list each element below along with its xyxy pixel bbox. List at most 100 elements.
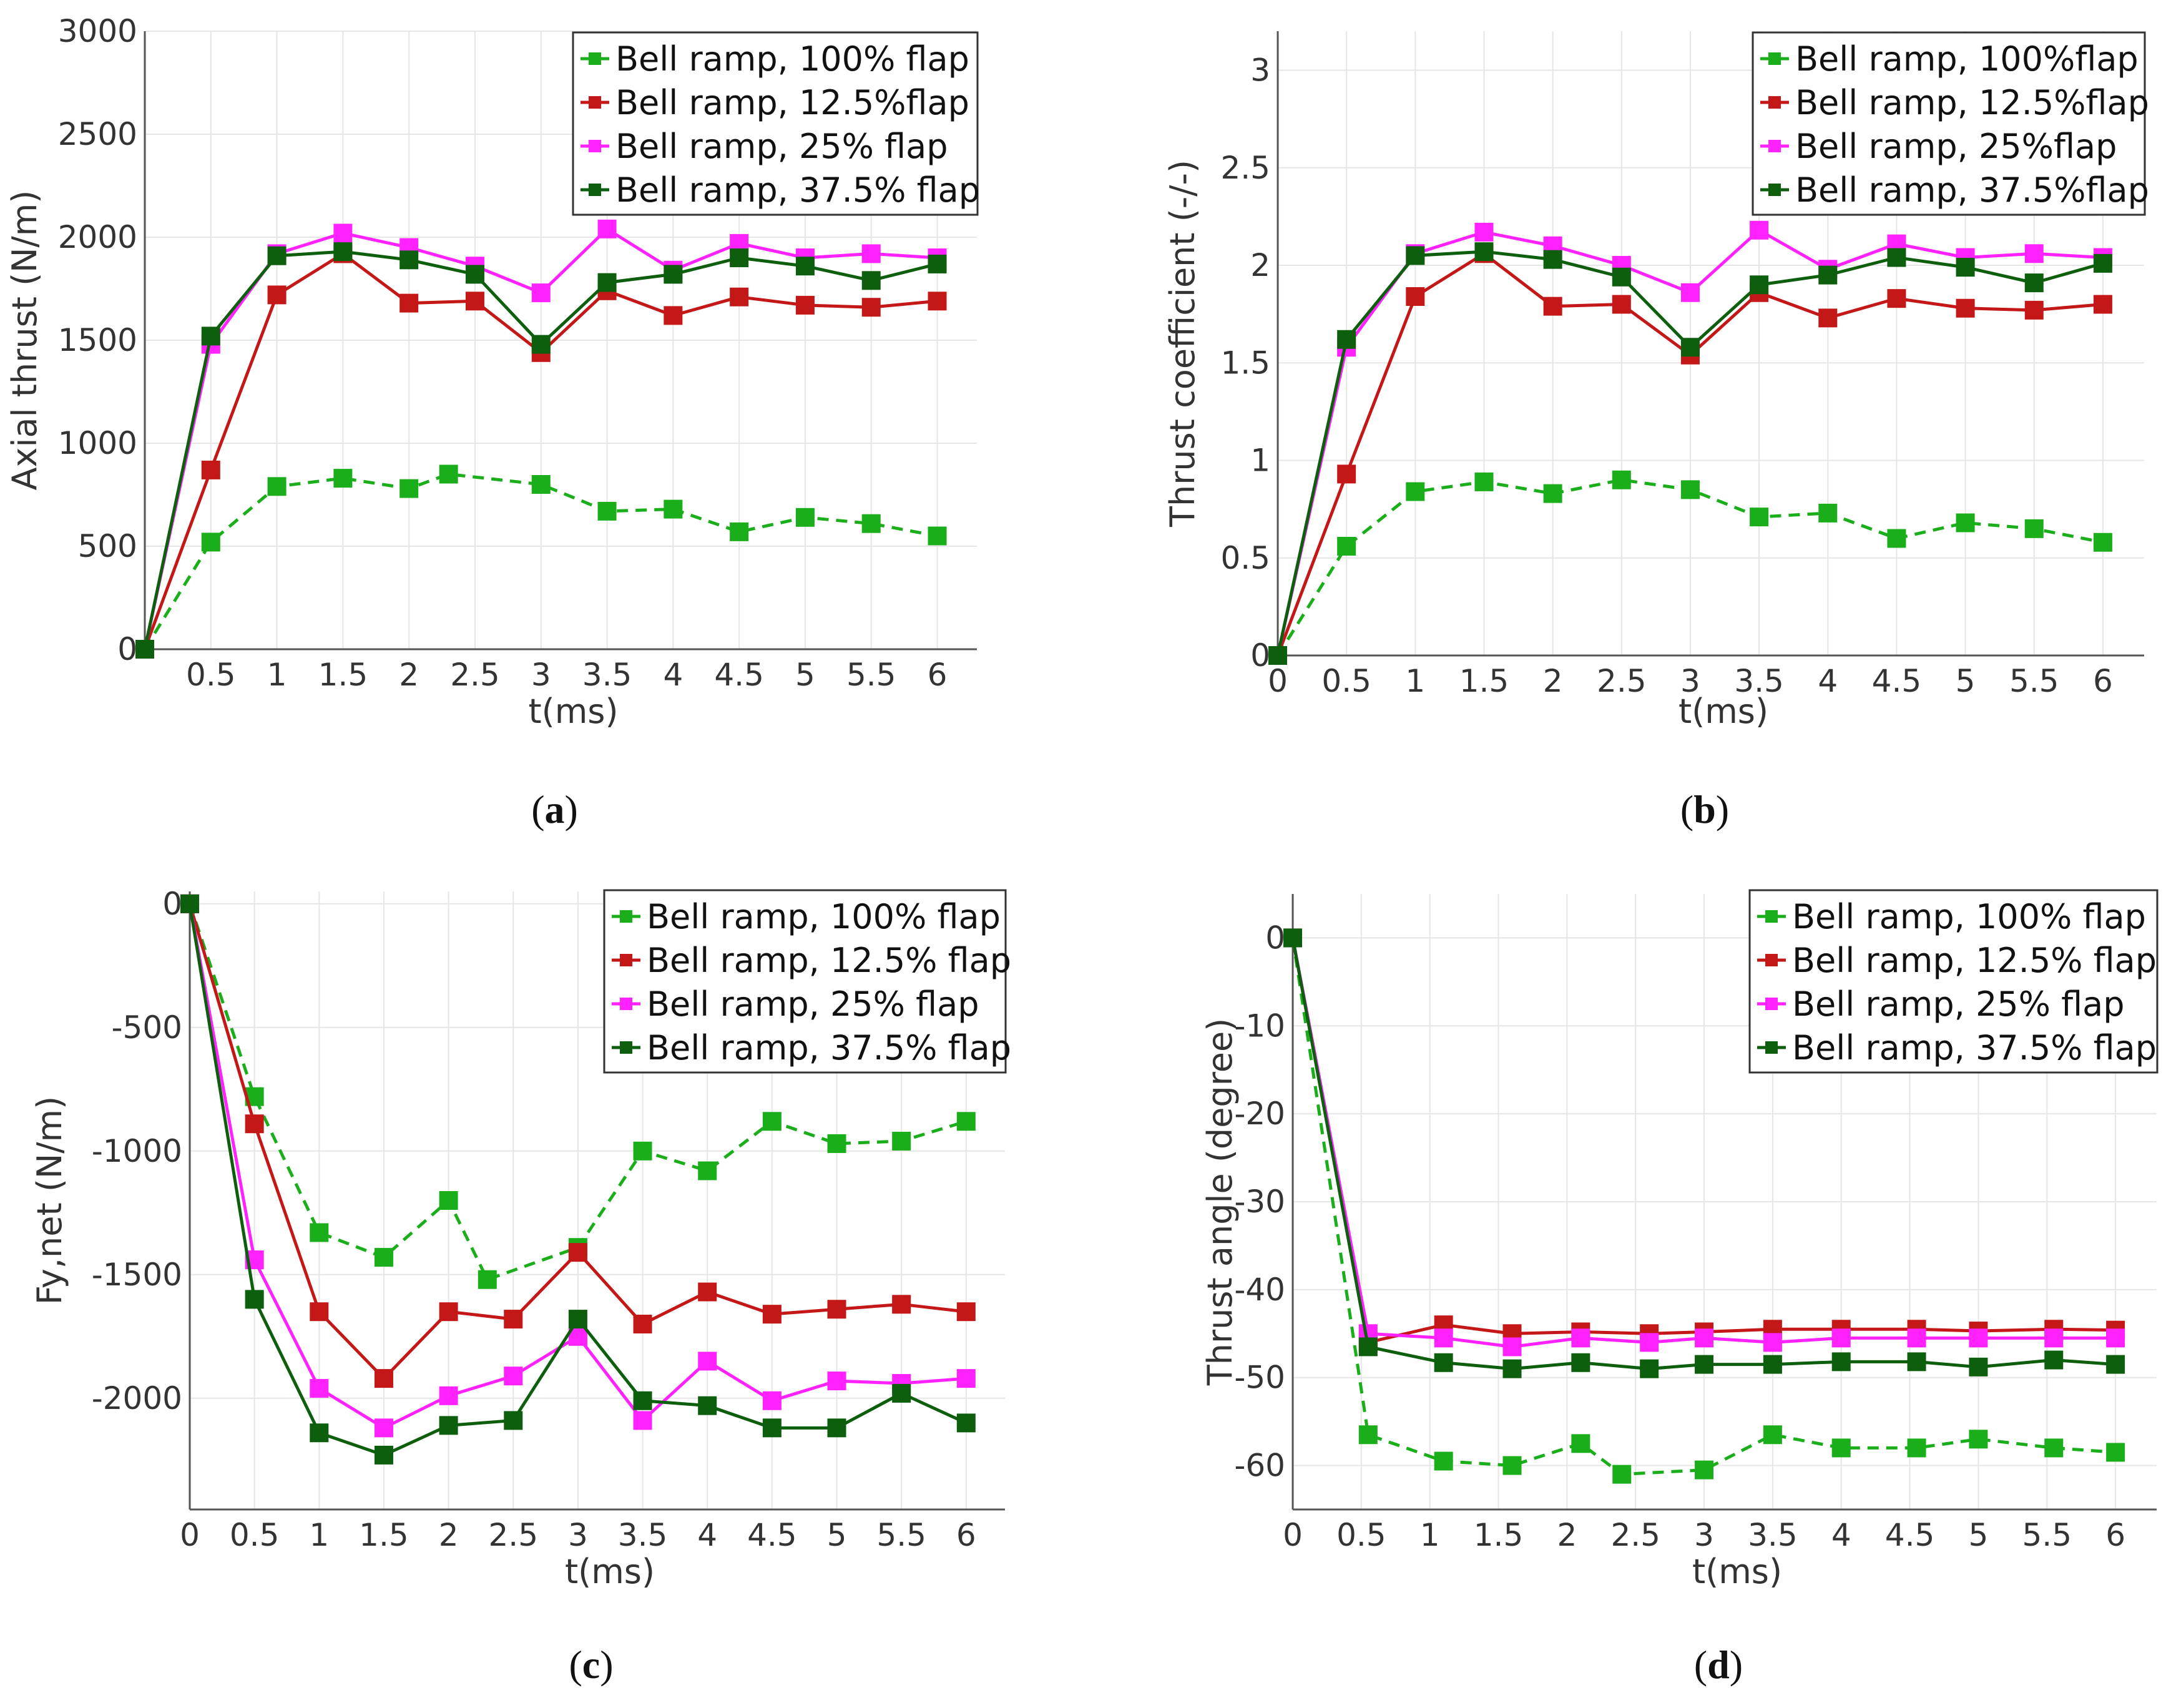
x-tick-label: 6 xyxy=(956,1517,976,1553)
y-tick-label: -30 xyxy=(1234,1184,1285,1220)
x-tick-label: 2 xyxy=(1543,663,1563,699)
data-point xyxy=(465,292,484,311)
legend-entry: Bell ramp, 100% flap xyxy=(581,39,969,79)
x-tick-label: 0 xyxy=(1283,1517,1303,1553)
x-tick-label: 2.5 xyxy=(1610,1517,1660,1553)
data-point xyxy=(374,1369,393,1388)
data-point xyxy=(1406,482,1425,501)
data-point xyxy=(504,1367,523,1386)
data-point xyxy=(597,219,617,238)
data-point xyxy=(1750,275,1769,295)
data-point xyxy=(1283,928,1302,948)
panel-d: 0 0.5 1 1.5 2 2.5 3 3.5 4 4.5 5 5.5 6 0 -10 -20 -30 -40 -5… xyxy=(1083,854,2166,1708)
legend-label: Bell ramp, 12.5%flap xyxy=(615,83,969,122)
x-tick-label: 5.5 xyxy=(876,1517,926,1553)
y-axis-title: Thrust angle (degree) xyxy=(1200,1018,1240,1386)
data-point xyxy=(1680,480,1700,499)
y-tick-label: 2500 xyxy=(58,116,137,152)
x-tick-label: 5 xyxy=(827,1517,847,1553)
data-point xyxy=(201,460,220,479)
data-point xyxy=(1969,1430,1988,1449)
x-tick-label: 1 xyxy=(1405,663,1425,699)
x-tick-label: 1.5 xyxy=(359,1517,409,1553)
data-point xyxy=(1695,1355,1714,1374)
data-point xyxy=(633,1391,652,1410)
data-point xyxy=(597,273,617,292)
y-tick-label: 0.5 xyxy=(1220,540,1270,576)
legend-entry: Bell ramp, 37.5% flap xyxy=(1757,1028,2157,1068)
y-tick-label: -1500 xyxy=(92,1257,182,1293)
data-point xyxy=(2106,1355,2125,1374)
y-tick-label: -500 xyxy=(112,1009,182,1046)
x-tick-label: 5.5 xyxy=(846,657,896,693)
legend-label: Bell ramp, 37.5% flap xyxy=(647,1028,1011,1068)
legend-label: Bell ramp, 37.5% flap xyxy=(615,170,980,210)
data-point xyxy=(568,1310,587,1329)
x-tick-label: 4 xyxy=(663,657,683,693)
data-point xyxy=(1640,1333,1659,1352)
legend-label: Bell ramp, 37.5% flap xyxy=(1792,1028,2157,1068)
y-tick-label: 2 xyxy=(1250,247,1270,283)
data-point xyxy=(310,1378,329,1398)
x-tick-label: 4 xyxy=(697,1517,717,1553)
data-point xyxy=(531,335,551,354)
chart-b: 0 0.5 1 1.5 2 2.5 3 3.5 4 4.5 5 5.5 6 0 0.5 1 1.5 2 2.5 3 B… xyxy=(1163,31,2149,832)
data-point xyxy=(1434,1451,1453,1471)
data-point xyxy=(439,1386,458,1405)
data-point xyxy=(310,1423,329,1443)
data-point xyxy=(1612,267,1631,287)
data-point xyxy=(478,1270,497,1289)
data-point xyxy=(504,1310,523,1329)
data-point xyxy=(633,1141,652,1161)
data-point xyxy=(1695,1328,1714,1348)
data-point xyxy=(1337,537,1356,556)
data-point xyxy=(698,1161,717,1180)
data-point xyxy=(795,257,815,276)
y-tick-label: 0 xyxy=(162,886,182,922)
y-tick-label: -60 xyxy=(1234,1448,1285,1484)
data-point xyxy=(1474,222,1494,242)
y-tick-label: 2.5 xyxy=(1220,150,1270,186)
x-tick-label: 4.5 xyxy=(1872,663,1922,699)
data-point xyxy=(698,1282,717,1302)
data-point xyxy=(374,1418,393,1438)
data-point xyxy=(267,285,287,305)
data-point xyxy=(245,1290,264,1309)
legend-swatch-marker xyxy=(620,954,632,966)
data-point xyxy=(333,242,353,262)
x-tick-label: 6 xyxy=(928,657,948,693)
legend-swatch-marker xyxy=(589,96,601,109)
data-point xyxy=(2024,300,2044,320)
data-point xyxy=(2106,1443,2125,1462)
data-point xyxy=(633,1411,652,1430)
y-tick-label: -1000 xyxy=(92,1133,182,1169)
data-point xyxy=(1750,220,1769,240)
x-tick-label: 5.5 xyxy=(2022,1517,2072,1553)
data-point xyxy=(1406,246,1425,265)
x-tick-label: 4 xyxy=(1831,1517,1851,1553)
data-point xyxy=(1268,646,1287,665)
data-point xyxy=(439,1191,458,1210)
data-point xyxy=(1571,1328,1590,1348)
data-point xyxy=(180,894,199,913)
data-point xyxy=(1612,470,1631,489)
legend-label: Bell ramp, 100% flap xyxy=(615,39,969,79)
x-tick-label: 4.5 xyxy=(714,657,764,693)
data-point xyxy=(956,1112,976,1131)
data-point xyxy=(1887,529,1906,548)
x-tick-label: 5 xyxy=(1969,1517,1989,1553)
series-4 xyxy=(180,894,976,1465)
panel-caption: (c) xyxy=(569,1642,613,1687)
data-point xyxy=(1956,298,1975,318)
x-tick-label: 4 xyxy=(1818,663,1838,699)
data-point xyxy=(1502,1456,1522,1475)
data-point xyxy=(861,244,881,263)
x-tick-label: 0 xyxy=(1268,663,1288,699)
legend-swatch-marker xyxy=(1768,140,1781,152)
legend-label: Bell ramp, 25% flap xyxy=(615,127,948,166)
data-point xyxy=(956,1369,976,1388)
x-tick-label: 0.5 xyxy=(1336,1517,1386,1553)
data-point xyxy=(201,533,220,552)
data-point xyxy=(827,1418,846,1438)
data-point xyxy=(1571,1353,1590,1372)
